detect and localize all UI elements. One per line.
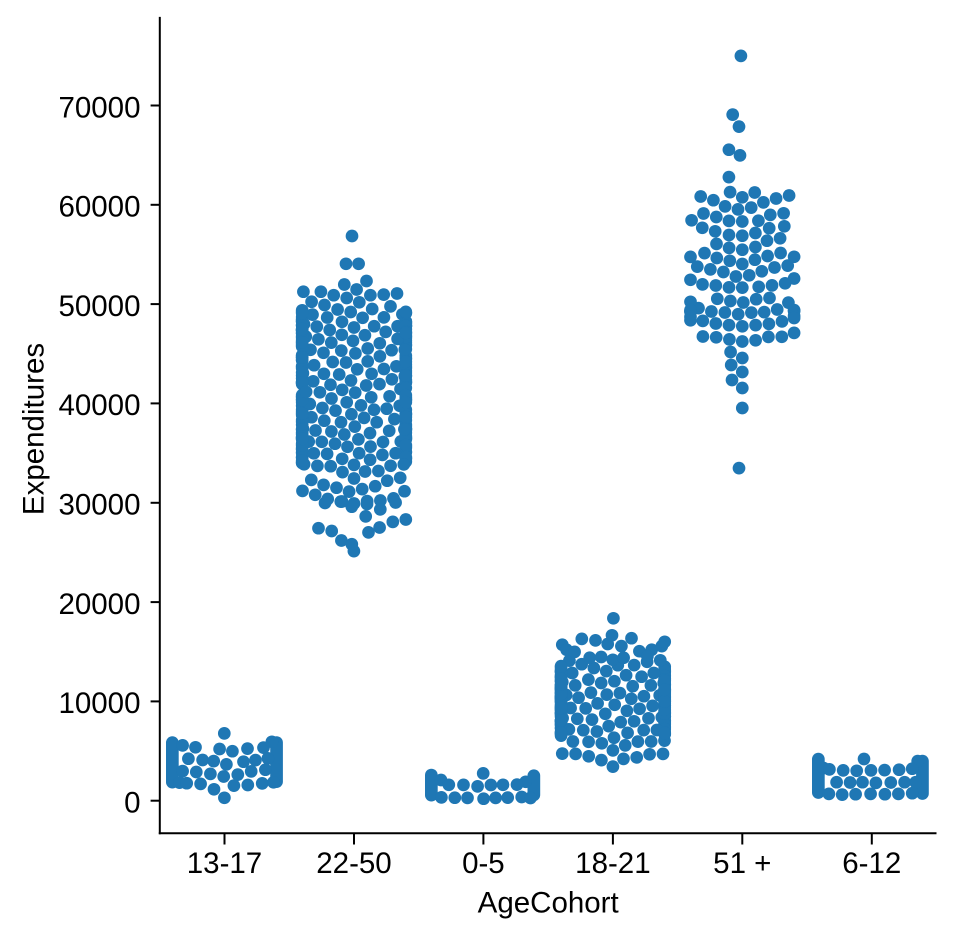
svg-text:Expenditures: Expenditures <box>18 343 51 515</box>
svg-text:13-17: 13-17 <box>187 847 262 880</box>
svg-text:AgeCohort: AgeCohort <box>478 887 619 920</box>
svg-text:30000: 30000 <box>58 489 140 522</box>
svg-text:70000: 70000 <box>58 91 140 124</box>
svg-text:22-50: 22-50 <box>316 847 391 880</box>
svg-text:20000: 20000 <box>58 588 140 621</box>
svg-text:6-12: 6-12 <box>842 847 901 880</box>
svg-text:18-21: 18-21 <box>575 847 650 880</box>
svg-text:60000: 60000 <box>58 191 140 224</box>
svg-text:0: 0 <box>124 787 140 820</box>
svg-text:0-5: 0-5 <box>462 847 505 880</box>
svg-text:51 +: 51 + <box>713 847 771 880</box>
svg-text:10000: 10000 <box>58 687 140 720</box>
svg-text:40000: 40000 <box>58 389 140 422</box>
svg-text:50000: 50000 <box>58 290 140 323</box>
